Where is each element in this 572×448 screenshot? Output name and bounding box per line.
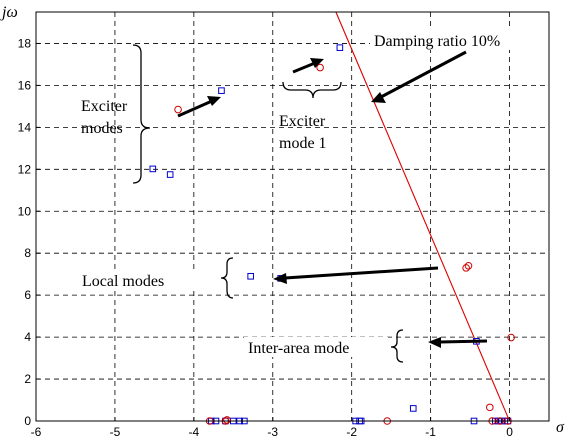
damping-ratio-arrowhead <box>371 92 386 103</box>
y-tick-label: 18 <box>18 36 32 50</box>
local-modes-label-bg <box>78 270 196 290</box>
eigenvalue-square-marker <box>336 44 344 51</box>
eigenvalue-circle-marker <box>486 403 494 412</box>
inter-area-arrowhead <box>428 337 441 348</box>
y-tick-label: 8 <box>24 246 31 260</box>
damping-ratio-arrow <box>380 50 467 99</box>
y-tick-label: 10 <box>18 204 32 218</box>
y-tick-label: 0 <box>24 414 31 428</box>
x-tick-label: 0 <box>506 425 513 439</box>
inter-area-label-bg <box>244 337 388 357</box>
y-tick-label: 14 <box>18 120 32 134</box>
local-modes-arrow <box>284 266 439 280</box>
x-tick-label: -6 <box>31 425 42 439</box>
bracket-layer <box>132 44 404 363</box>
inter-area-label: Inter-area mode <box>248 340 349 357</box>
eigenvalue-square-marker <box>409 405 417 412</box>
y-tick-label: 12 <box>18 162 32 176</box>
exciter-modes-label-line1: Exciter <box>81 98 128 115</box>
exciter-mode-1-arrow <box>292 61 316 74</box>
local-modes-brace <box>220 257 234 299</box>
y-tick-label: 4 <box>24 330 31 344</box>
eigenvalue-square-marker <box>149 165 157 173</box>
exciter-mode-1-arrowhead <box>310 58 324 68</box>
tick-label-layer: -6 -5 -4 -3 -2 -1 0 0 2 4 6 8 10 12 14 16 18 <box>18 36 514 439</box>
damping-line-layer <box>335 11 511 422</box>
x-tick-label: -2 <box>346 425 357 439</box>
inter-area-arrow <box>439 339 488 344</box>
y-tick-label: 6 <box>24 288 31 302</box>
damping-ratio-label-bg <box>370 30 548 50</box>
damping-ratio-line <box>335 11 511 422</box>
eigenvalue-circle-marker <box>223 416 231 424</box>
x-tick-label: -4 <box>189 425 200 439</box>
eigenvalue-circle-marker <box>316 63 324 72</box>
exciter-modes-arrowhead <box>207 96 221 106</box>
eigenvalue-circle-marker <box>464 261 473 270</box>
y-axis-label: jω <box>0 4 18 21</box>
exciter-mode-1-label-line1: Exciter <box>279 113 326 130</box>
local-modes-label: Local modes <box>82 273 164 290</box>
eigenvalue-circle-marker <box>507 333 515 342</box>
inter-area-brace <box>390 329 404 363</box>
exciter-modes-label-line2: modes <box>81 120 123 137</box>
x-tick-label: -3 <box>267 425 278 439</box>
grid-layer <box>36 12 549 421</box>
damping-ratio-label: Damping ratio 10% <box>374 33 500 50</box>
x-tick-label: -1 <box>425 425 436 439</box>
exciter-modes-brace <box>132 44 151 184</box>
exciter-modes-arrow <box>177 99 213 118</box>
marker-layer <box>149 44 515 425</box>
y-tick-label: 2 <box>24 372 31 386</box>
eigenvalue-square-marker <box>247 272 254 280</box>
exciter-mode-1-brace <box>282 81 342 99</box>
eigenvalue-square-marker <box>218 87 225 94</box>
eigenvalue-circle-marker <box>462 264 470 272</box>
x-tick-label: -5 <box>110 425 121 439</box>
x-axis-label: σ <box>556 419 565 436</box>
eigenvalue-circle-marker <box>174 105 182 114</box>
arrow-layer <box>177 50 488 348</box>
y-tick-label: 16 <box>18 78 32 92</box>
plot-frame <box>35 11 550 422</box>
eigenvalue-square-marker <box>166 171 174 178</box>
exciter-mode-1-label-line2: mode 1 <box>279 135 327 152</box>
local-modes-arrowhead <box>273 273 287 284</box>
